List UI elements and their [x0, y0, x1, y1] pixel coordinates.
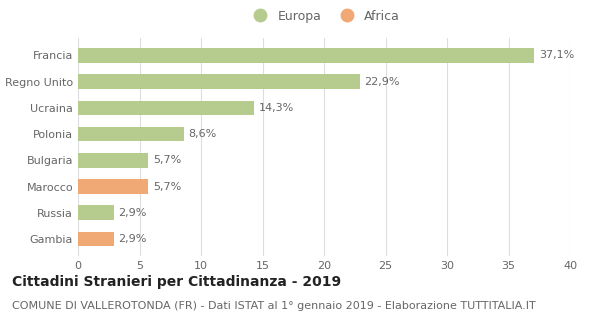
Bar [78, 179, 148, 194]
Text: 22,9%: 22,9% [365, 77, 400, 87]
Text: 14,3%: 14,3% [259, 103, 294, 113]
Text: COMUNE DI VALLEROTONDA (FR) - Dati ISTAT al 1° gennaio 2019 - Elaborazione TUTTI: COMUNE DI VALLEROTONDA (FR) - Dati ISTAT… [12, 301, 536, 311]
Text: 37,1%: 37,1% [539, 51, 575, 60]
Text: 5,7%: 5,7% [153, 155, 181, 165]
Text: 2,9%: 2,9% [119, 208, 147, 218]
Text: 5,7%: 5,7% [153, 181, 181, 191]
Text: 8,6%: 8,6% [188, 129, 217, 139]
Bar [78, 153, 148, 167]
Bar [78, 205, 113, 220]
Bar [78, 127, 184, 141]
Legend: Europa, Africa: Europa, Africa [243, 5, 405, 28]
Bar [78, 232, 113, 246]
Bar [78, 75, 359, 89]
Text: Cittadini Stranieri per Cittadinanza - 2019: Cittadini Stranieri per Cittadinanza - 2… [12, 275, 341, 289]
Text: 2,9%: 2,9% [119, 234, 147, 244]
Bar [78, 101, 254, 115]
Bar [78, 48, 535, 63]
